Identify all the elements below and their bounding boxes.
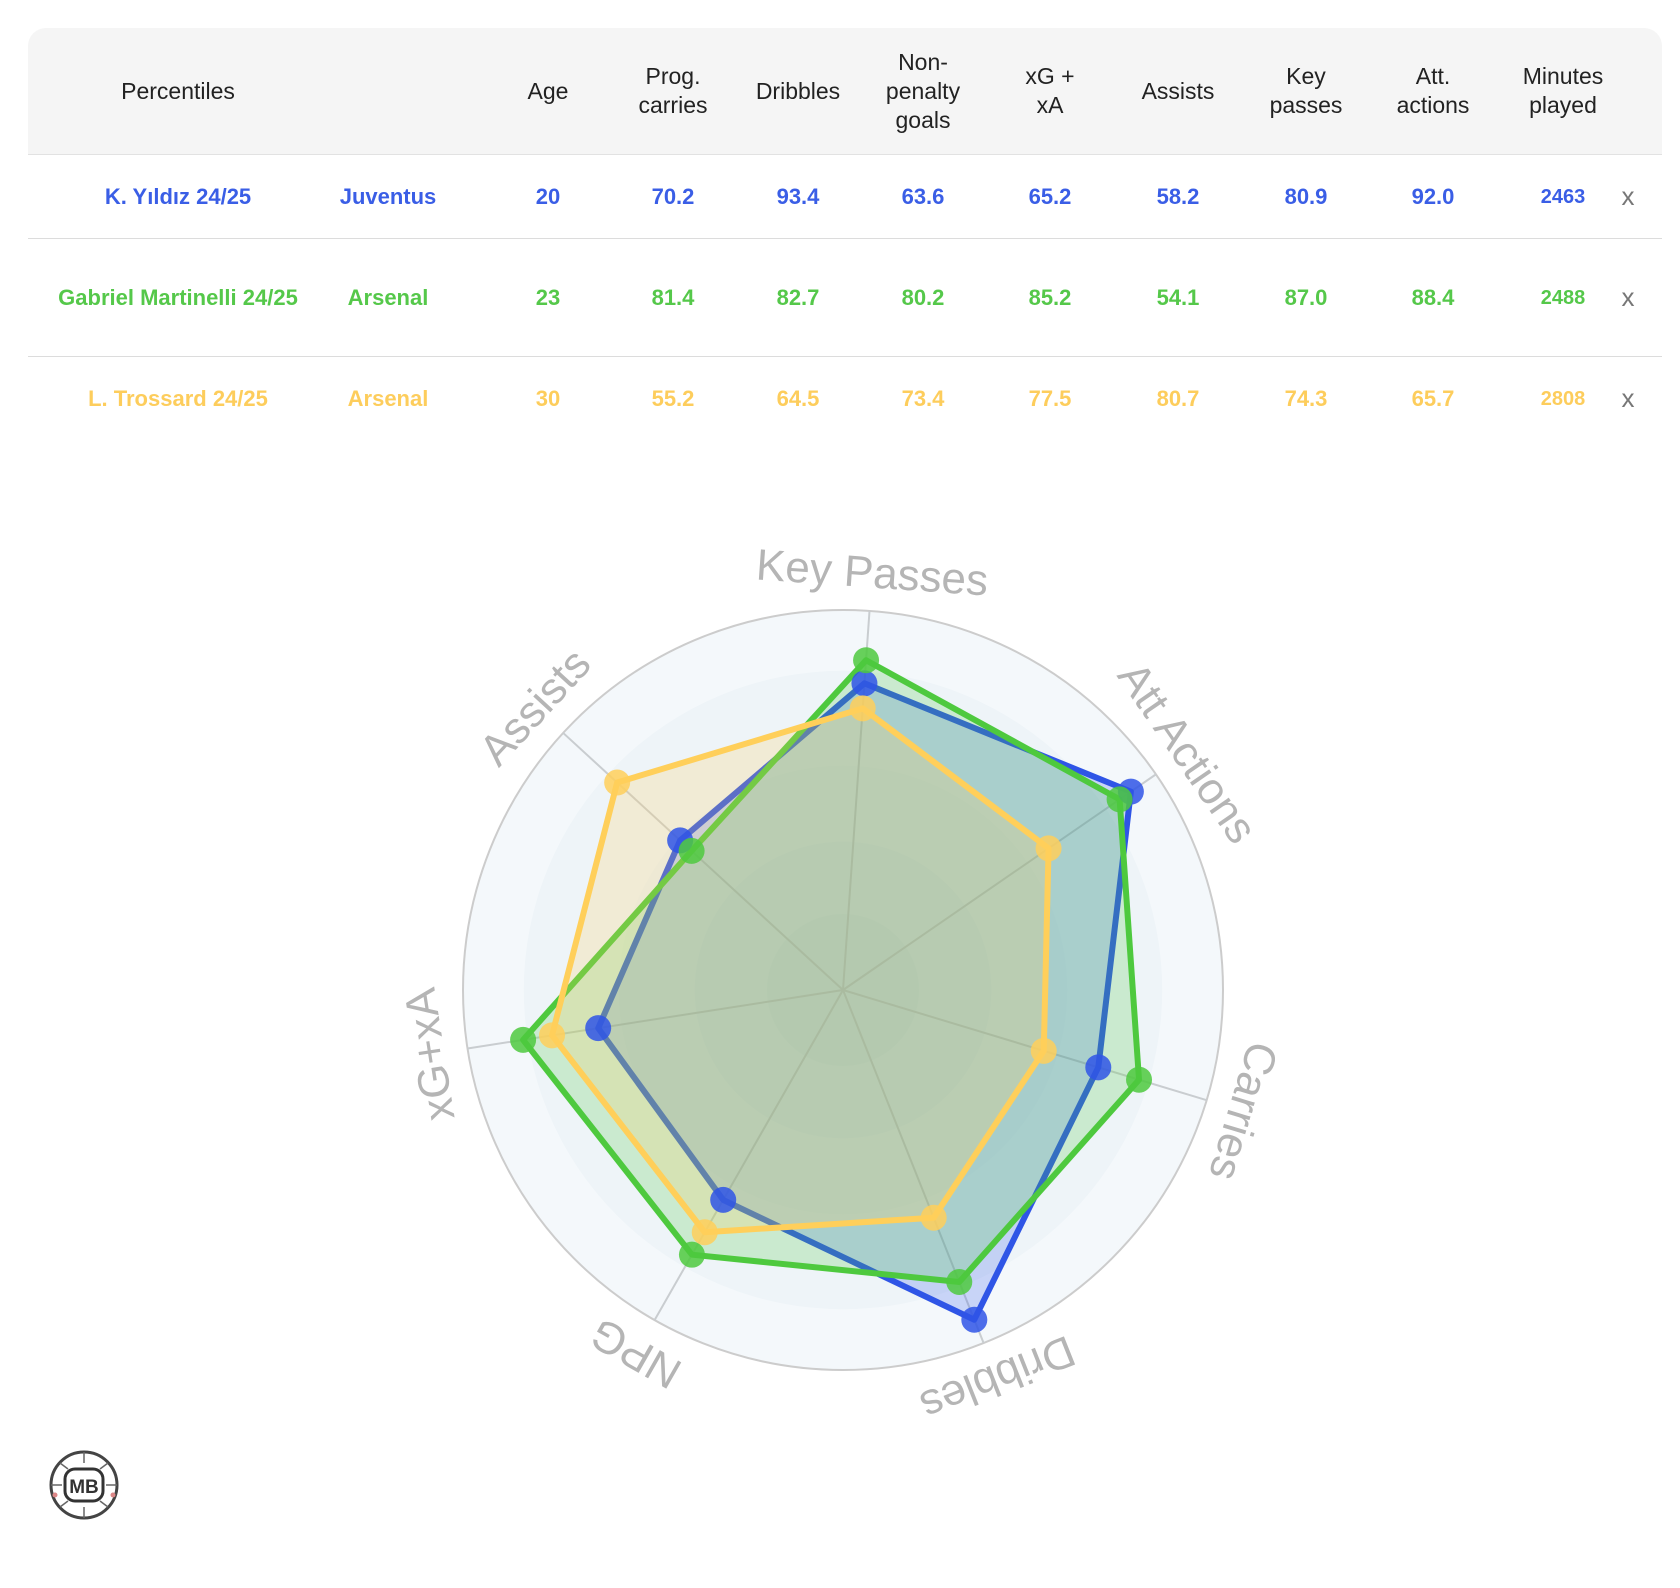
team-name: Arsenal bbox=[347, 284, 429, 310]
header-xgxa: xG + xA bbox=[1025, 63, 1075, 118]
mb-logo: MB bbox=[49, 1450, 119, 1520]
data-point bbox=[1106, 786, 1133, 813]
player-name: Gabriel Martinelli 24/25 bbox=[58, 284, 298, 310]
age-value: 23 bbox=[535, 284, 561, 310]
data-point bbox=[849, 695, 876, 722]
table-row: L. Trossard 24/25 Arsenal 30 55.2 64.5 73.4 77… bbox=[28, 357, 1662, 440]
data-point bbox=[1035, 835, 1062, 862]
data-point bbox=[1085, 1054, 1112, 1081]
data-point bbox=[678, 1241, 705, 1268]
header-assists: Assists bbox=[1141, 77, 1215, 104]
player-name: K. Yıldız 24/25 bbox=[104, 183, 252, 209]
axis-label: xG+xA bbox=[395, 984, 464, 1124]
npg-value: 73.4 bbox=[901, 385, 945, 411]
data-point bbox=[710, 1186, 737, 1213]
header-npg: Non- penalty goals bbox=[885, 48, 961, 133]
series-area bbox=[595, 680, 1134, 1323]
key-passes-value: 74.3 bbox=[1284, 385, 1328, 411]
header-percentiles: Percentiles bbox=[121, 77, 235, 104]
series-area bbox=[520, 657, 1143, 1285]
prog-carries-value: 55.2 bbox=[651, 385, 695, 411]
svg-text:MB: MB bbox=[69, 1477, 99, 1498]
xgxa-value: 85.2 bbox=[1028, 284, 1072, 310]
npg-value: 80.2 bbox=[901, 284, 945, 310]
assists-value: 54.1 bbox=[1156, 284, 1200, 310]
table-header: Percentiles Age Prog. carries Dribbles N… bbox=[28, 28, 1662, 155]
prog-carries-value: 81.4 bbox=[651, 284, 695, 310]
dribbles-value: 93.4 bbox=[776, 183, 820, 209]
data-point bbox=[678, 837, 705, 864]
data-point bbox=[853, 647, 880, 674]
att-actions-value: 88.4 bbox=[1411, 284, 1455, 310]
axis-label: Key Passes bbox=[755, 540, 990, 605]
data-point bbox=[604, 769, 631, 796]
age-value: 30 bbox=[535, 385, 561, 411]
header-prog-carries: Prog. carries bbox=[638, 63, 708, 118]
data-point bbox=[851, 670, 878, 697]
data-point bbox=[585, 1015, 612, 1042]
data-point bbox=[961, 1306, 988, 1333]
data-point bbox=[1126, 1066, 1153, 1093]
table-row: K. Yıldız 24/25 Juventus 20 70.2 93.4 63.6 65.… bbox=[28, 155, 1662, 239]
header-age: Age bbox=[527, 77, 569, 104]
data-point bbox=[691, 1219, 718, 1246]
att-actions-value: 92.0 bbox=[1411, 183, 1455, 209]
data-point bbox=[510, 1026, 537, 1053]
header-dribbles: Dribbles bbox=[755, 77, 841, 104]
assists-value: 58.2 bbox=[1156, 183, 1200, 209]
header-key-passes: Key passes bbox=[1269, 63, 1343, 118]
xgxa-value: 77.5 bbox=[1028, 385, 1072, 411]
age-value: 20 bbox=[535, 183, 561, 209]
remove-player-button[interactable]: x bbox=[1621, 181, 1635, 211]
key-passes-value: 87.0 bbox=[1284, 284, 1328, 310]
data-point bbox=[1030, 1037, 1057, 1064]
dribbles-value: 64.5 bbox=[776, 385, 820, 411]
data-point bbox=[946, 1268, 973, 1295]
data-point bbox=[539, 1022, 566, 1049]
data-point bbox=[920, 1204, 947, 1231]
header-att-actions: Att. actions bbox=[1396, 63, 1470, 118]
assists-value: 80.7 bbox=[1156, 385, 1200, 411]
att-actions-value: 65.7 bbox=[1411, 385, 1455, 411]
comparison-table: Percentiles Age Prog. carries Dribbles N… bbox=[28, 28, 1662, 440]
team-name: Juventus bbox=[339, 183, 437, 209]
team-name: Arsenal bbox=[347, 385, 429, 411]
minutes-value: 2463 bbox=[1540, 185, 1586, 208]
radar-spoke bbox=[842, 773, 1157, 991]
header-minutes: Minutes played bbox=[1522, 63, 1604, 118]
prog-carries-value: 70.2 bbox=[651, 183, 695, 209]
player-name: L. Trossard 24/25 bbox=[88, 385, 268, 411]
table-row: Gabriel Martinelli 24/25 Arsenal 23 81.4 82.… bbox=[28, 239, 1662, 357]
remove-player-button[interactable]: x bbox=[1621, 383, 1635, 413]
minutes-value: 2488 bbox=[1540, 286, 1586, 309]
key-passes-value: 80.9 bbox=[1284, 183, 1328, 209]
remove-player-button[interactable]: x bbox=[1621, 282, 1635, 312]
xgxa-value: 65.2 bbox=[1028, 183, 1072, 209]
npg-value: 63.6 bbox=[901, 183, 945, 209]
minutes-value: 2808 bbox=[1540, 387, 1586, 410]
dribbles-value: 82.7 bbox=[776, 284, 820, 310]
